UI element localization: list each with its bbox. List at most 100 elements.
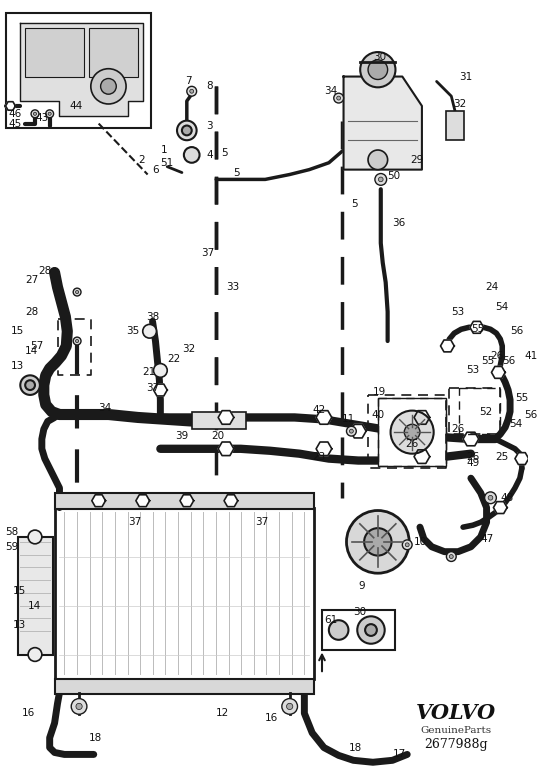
Text: 61: 61 xyxy=(324,615,337,626)
Text: 18: 18 xyxy=(89,733,102,743)
Text: 13: 13 xyxy=(12,620,26,630)
Circle shape xyxy=(346,426,356,436)
Text: 53: 53 xyxy=(466,365,479,375)
Text: 41: 41 xyxy=(525,351,538,361)
Circle shape xyxy=(20,375,40,395)
Text: 26: 26 xyxy=(451,424,464,434)
Circle shape xyxy=(365,624,377,636)
Circle shape xyxy=(91,69,126,104)
Text: 54: 54 xyxy=(509,419,522,429)
Circle shape xyxy=(75,339,79,343)
Text: 8: 8 xyxy=(207,81,213,91)
Text: 19: 19 xyxy=(373,387,386,397)
Circle shape xyxy=(28,647,42,662)
Text: 51: 51 xyxy=(160,158,174,168)
Polygon shape xyxy=(492,367,505,378)
Polygon shape xyxy=(153,384,167,396)
Text: 13: 13 xyxy=(10,361,24,371)
Text: 15: 15 xyxy=(10,326,24,336)
Circle shape xyxy=(368,150,388,170)
Text: 34: 34 xyxy=(324,86,337,96)
Text: 37: 37 xyxy=(256,517,268,527)
Text: 44: 44 xyxy=(69,101,82,111)
Bar xyxy=(192,411,245,429)
Polygon shape xyxy=(224,495,238,507)
Circle shape xyxy=(33,112,37,116)
Text: 23: 23 xyxy=(312,452,325,461)
Text: 30: 30 xyxy=(353,608,366,617)
Circle shape xyxy=(287,703,293,709)
Text: 50: 50 xyxy=(388,171,401,181)
Circle shape xyxy=(177,120,196,140)
Bar xyxy=(54,508,314,679)
Text: 55: 55 xyxy=(471,325,484,334)
Text: 5: 5 xyxy=(233,167,239,178)
Text: 28: 28 xyxy=(38,266,51,275)
Text: 1: 1 xyxy=(160,145,167,155)
Text: 7: 7 xyxy=(185,77,192,87)
Circle shape xyxy=(187,86,196,96)
Circle shape xyxy=(404,425,420,440)
Circle shape xyxy=(73,288,81,296)
Text: 40: 40 xyxy=(371,410,384,419)
Circle shape xyxy=(182,126,192,135)
Polygon shape xyxy=(136,495,150,507)
Circle shape xyxy=(378,177,383,181)
Text: 24: 24 xyxy=(486,282,499,292)
Text: 5: 5 xyxy=(351,199,358,209)
Circle shape xyxy=(73,337,81,345)
Circle shape xyxy=(75,290,79,293)
Text: 47: 47 xyxy=(480,534,494,544)
Circle shape xyxy=(28,530,42,543)
Text: 35: 35 xyxy=(126,326,139,336)
Circle shape xyxy=(405,543,409,547)
Text: 18: 18 xyxy=(349,743,362,752)
Bar xyxy=(378,398,447,466)
Text: 45: 45 xyxy=(9,119,22,128)
Circle shape xyxy=(447,551,456,561)
Text: 37: 37 xyxy=(128,517,141,527)
Circle shape xyxy=(48,112,51,116)
Text: 3: 3 xyxy=(207,120,213,131)
Polygon shape xyxy=(218,411,234,425)
Text: 30: 30 xyxy=(373,52,386,62)
Text: 57: 57 xyxy=(30,341,44,351)
Text: 48: 48 xyxy=(500,493,514,503)
Polygon shape xyxy=(515,453,529,465)
Polygon shape xyxy=(463,432,479,446)
Circle shape xyxy=(153,364,167,377)
Text: 29: 29 xyxy=(410,155,423,165)
Text: 36: 36 xyxy=(393,218,406,228)
Text: 56: 56 xyxy=(524,410,537,419)
Circle shape xyxy=(329,620,349,640)
Text: 43: 43 xyxy=(35,113,48,123)
Circle shape xyxy=(31,109,39,118)
Bar xyxy=(447,111,464,140)
Text: 5: 5 xyxy=(221,148,228,158)
Text: 42: 42 xyxy=(312,404,325,414)
Bar xyxy=(322,611,395,650)
Polygon shape xyxy=(20,23,143,116)
Text: 49: 49 xyxy=(466,458,479,468)
Text: 56: 56 xyxy=(510,326,523,336)
Polygon shape xyxy=(316,442,332,456)
Text: 9: 9 xyxy=(358,581,365,591)
Circle shape xyxy=(375,174,387,185)
Text: 32: 32 xyxy=(182,344,195,354)
Text: 25: 25 xyxy=(495,452,508,461)
Text: 39: 39 xyxy=(175,431,188,441)
Polygon shape xyxy=(441,340,454,352)
Circle shape xyxy=(360,52,395,88)
Text: 54: 54 xyxy=(495,302,508,312)
Text: 12: 12 xyxy=(216,708,229,719)
Bar xyxy=(25,27,84,77)
Text: 14: 14 xyxy=(28,601,41,611)
Circle shape xyxy=(76,703,82,709)
Polygon shape xyxy=(180,495,194,507)
Text: 55: 55 xyxy=(480,356,494,366)
Text: 11: 11 xyxy=(342,414,355,425)
Text: 14: 14 xyxy=(25,346,38,356)
Circle shape xyxy=(449,554,453,558)
Text: 55: 55 xyxy=(515,393,528,403)
Text: GenuineParts: GenuineParts xyxy=(421,726,492,735)
